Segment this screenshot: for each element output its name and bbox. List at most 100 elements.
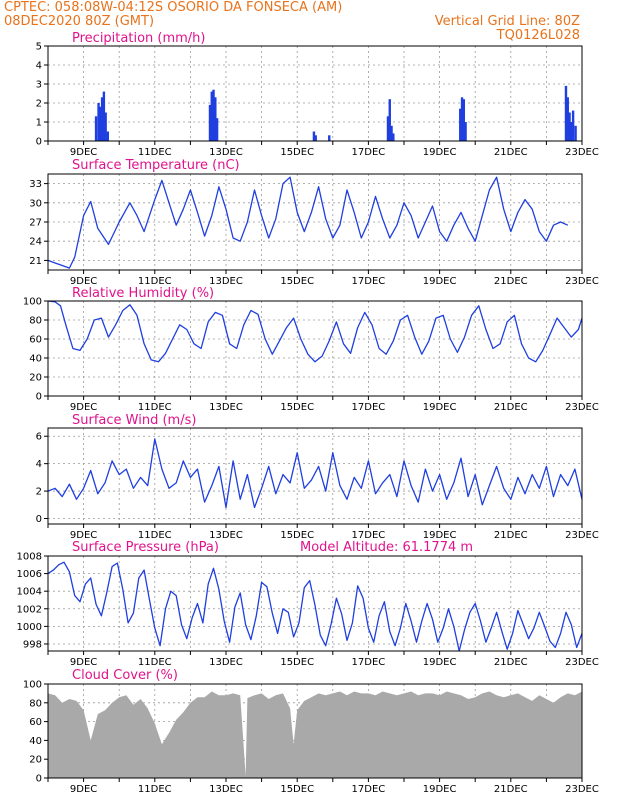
temperature-series-line bbox=[47, 176, 569, 269]
x-tick-label: 19DEC bbox=[423, 147, 457, 158]
x-tick-label: 9DEC bbox=[70, 784, 97, 795]
x-tick-label: 17DEC bbox=[352, 276, 386, 287]
pressure-series-line bbox=[47, 561, 583, 652]
x-tick-label: 9DEC bbox=[70, 530, 97, 541]
x-tick-label: 13DEC bbox=[209, 657, 243, 668]
x-tick-label: 23DEC bbox=[565, 657, 599, 668]
precip-bar bbox=[388, 99, 391, 141]
wind-panel: 0 2 4 6 9DEC 11DEC 13DEC 15DEC 17DEC 19DEC 21DEC 23… bbox=[36, 413, 599, 541]
y-tick-label: 100 bbox=[23, 680, 42, 691]
precip-bar bbox=[214, 97, 217, 141]
y-tick-label: 20 bbox=[29, 373, 42, 384]
x-tick-label: 19DEC bbox=[423, 530, 457, 541]
y-tick-label: 1000 bbox=[17, 622, 42, 633]
y-tick-label: 30 bbox=[29, 198, 42, 209]
precip-bar bbox=[392, 133, 395, 141]
precip-bar bbox=[460, 97, 464, 141]
x-tick-label: 19DEC bbox=[423, 276, 457, 287]
x-tick-label: 15DEC bbox=[280, 784, 314, 795]
x-tick-label: 23DEC bbox=[565, 147, 599, 158]
x-tick-label: 17DEC bbox=[352, 402, 386, 413]
y-tick-label: 40 bbox=[29, 354, 42, 365]
y-tick-label: 80 bbox=[29, 698, 42, 709]
precip-bar bbox=[99, 106, 102, 141]
x-tick-label: 9DEC bbox=[70, 657, 97, 668]
y-tick-label: 1 bbox=[36, 118, 42, 129]
precip-bar bbox=[566, 97, 569, 141]
x-tick-label: 19DEC bbox=[423, 784, 457, 795]
x-tick-label: 11DEC bbox=[138, 276, 172, 287]
temperature-title: Surface Temperature (nC) bbox=[72, 158, 240, 173]
precip-bar bbox=[571, 110, 575, 141]
x-tick-label: 21DEC bbox=[494, 784, 528, 795]
cloud-frame bbox=[47, 683, 583, 779]
precip-bar bbox=[208, 104, 212, 141]
pressure-title: Surface Pressure (hPa) bbox=[72, 540, 219, 555]
x-tick-label: 21DEC bbox=[494, 530, 528, 541]
precip-bar bbox=[215, 118, 219, 141]
cloud-title: Cloud Cover (%) bbox=[72, 668, 178, 683]
y-tick-label: 24 bbox=[29, 237, 42, 248]
cloud-cover-area bbox=[48, 691, 582, 778]
x-tick-label: 17DEC bbox=[352, 530, 386, 541]
header-model-code: TQ0126L028 bbox=[496, 28, 580, 43]
precip-bar bbox=[568, 112, 571, 141]
precip-bar bbox=[574, 125, 577, 141]
precip-panel: 0 1 2 3 4 5 9DEC 11DEC 13DEC 15DEC 17DEC 19DEC 21DEC… bbox=[36, 31, 599, 158]
y-tick-label: 60 bbox=[29, 335, 42, 346]
humidity-panel: 0 20 40 60 80 100 9DEC 11DEC 13DEC 15DEC 17DEC 19DE… bbox=[23, 286, 599, 413]
x-tick-label: 11DEC bbox=[138, 784, 172, 795]
y-tick-label: 3 bbox=[36, 80, 42, 91]
precip-bar bbox=[314, 135, 317, 141]
cloud-panel: 0 20 40 60 80 100 9DEC 11DEC 13DEC 15DEC 17DEC 19DE… bbox=[23, 668, 599, 795]
y-tick-label: 80 bbox=[29, 316, 42, 327]
header-date: 08DEC2020 80Z (GMT) bbox=[4, 14, 154, 29]
humidity-frame bbox=[47, 300, 583, 397]
header-station: CPTEC: 058:08W-04:12S OSORIO DA FONSECA … bbox=[4, 0, 342, 15]
x-tick-label: 15DEC bbox=[280, 530, 314, 541]
x-tick-label: 9DEC bbox=[70, 276, 97, 287]
x-tick-label: 13DEC bbox=[209, 147, 243, 158]
precip-bar bbox=[210, 91, 213, 141]
y-tick-label: 0 bbox=[36, 137, 42, 148]
wind-frame bbox=[47, 427, 583, 525]
precip-bar bbox=[570, 122, 573, 141]
y-tick-label: 27 bbox=[29, 218, 42, 229]
y-tick-label: 100 bbox=[23, 297, 42, 308]
y-tick-label: 5 bbox=[36, 42, 42, 53]
x-tick-label: 23DEC bbox=[565, 402, 599, 413]
precip-bar bbox=[459, 108, 462, 141]
y-tick-label: 1002 bbox=[17, 604, 42, 615]
y-tick-label: 1008 bbox=[17, 552, 42, 563]
y-tick-label: 6 bbox=[36, 432, 42, 443]
pressure-panel: 998 1000 1002 1004 1006 1008 9DEC 11DEC 13DEC 15D… bbox=[17, 540, 599, 668]
precip-bar bbox=[390, 125, 393, 141]
x-tick-label: 21DEC bbox=[494, 402, 528, 413]
x-tick-label: 15DEC bbox=[280, 402, 314, 413]
x-tick-label: 17DEC bbox=[352, 784, 386, 795]
precip-bar bbox=[386, 116, 390, 141]
y-tick-label: 4 bbox=[36, 459, 42, 470]
x-tick-label: 9DEC bbox=[70, 147, 97, 158]
y-tick-label: 60 bbox=[29, 717, 42, 728]
y-tick-label: 0 bbox=[36, 392, 42, 403]
y-tick-label: 20 bbox=[29, 755, 42, 766]
x-tick-label: 21DEC bbox=[494, 657, 528, 668]
x-tick-label: 23DEC bbox=[565, 784, 599, 795]
precip-bar bbox=[564, 85, 568, 141]
x-tick-label: 17DEC bbox=[352, 657, 386, 668]
x-tick-label: 17DEC bbox=[352, 147, 386, 158]
y-tick-label: 1004 bbox=[17, 587, 42, 598]
humidity-series-line bbox=[47, 300, 583, 363]
y-tick-label: 21 bbox=[29, 256, 42, 267]
y-tick-label: 1006 bbox=[17, 569, 42, 580]
precip-frame bbox=[47, 45, 583, 142]
x-tick-label: 9DEC bbox=[70, 402, 97, 413]
y-tick-label: 33 bbox=[29, 179, 42, 190]
y-tick-label: 40 bbox=[29, 736, 42, 747]
x-tick-label: 13DEC bbox=[209, 276, 243, 287]
precip-bar bbox=[100, 97, 104, 141]
x-tick-label: 13DEC bbox=[209, 402, 243, 413]
x-tick-label: 11DEC bbox=[138, 147, 172, 158]
y-tick-label: 2 bbox=[36, 487, 42, 498]
